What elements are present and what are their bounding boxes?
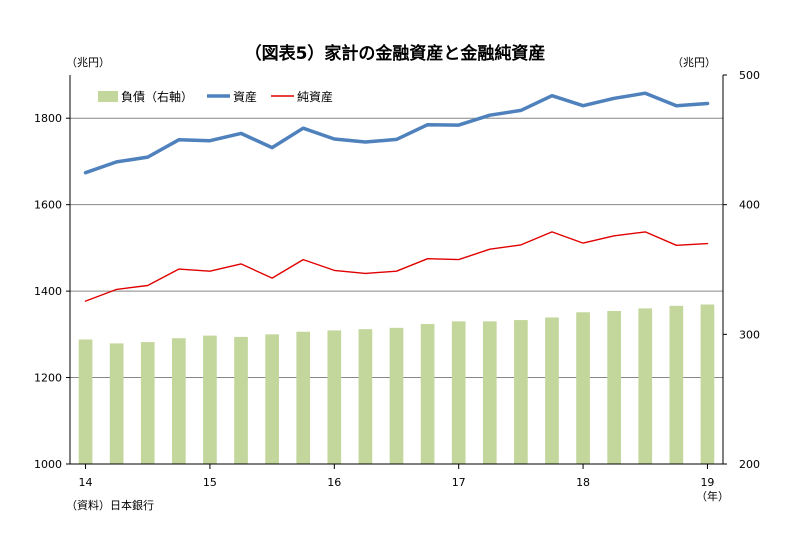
- left-tick-label: 1600: [34, 199, 62, 212]
- debt-bar: [451, 321, 466, 464]
- right-tick-label: 400: [739, 199, 760, 212]
- left-tick-label: 1200: [34, 372, 62, 385]
- debt-bar: [420, 323, 435, 464]
- debt-bar: [109, 343, 124, 464]
- x-axis-unit: （年）: [696, 489, 729, 503]
- net-assets-line: [84, 231, 709, 302]
- debt-bar: [669, 305, 684, 464]
- debt-bars: [78, 304, 715, 464]
- x-tick-label: 19: [700, 476, 714, 489]
- debt-bar: [171, 338, 186, 464]
- debt-bar: [265, 334, 279, 464]
- debt-bar: [140, 342, 155, 464]
- assets-line: [83, 91, 710, 175]
- debt-bar: [389, 327, 404, 464]
- debt-bar: [327, 330, 342, 464]
- right-tick-label: 300: [739, 328, 760, 341]
- x-tick-label: 16: [327, 476, 341, 489]
- left-axis-unit: （兆円）: [66, 56, 110, 69]
- right-axis-ticks: 200 300 400 500: [723, 69, 760, 471]
- debt-bar: [576, 312, 590, 464]
- legend-label-debt: 負債（右軸）: [121, 89, 193, 104]
- debt-bar: [545, 317, 559, 464]
- debt-bar: [700, 304, 715, 464]
- x-tick-label: 17: [452, 476, 466, 489]
- debt-bar: [234, 336, 248, 464]
- left-tick-label: 1000: [34, 458, 62, 471]
- debt-bar: [358, 329, 373, 464]
- x-tick-label: 15: [203, 476, 217, 489]
- right-tick-label: 500: [739, 69, 760, 82]
- legend: 負債（右軸） 資産 純資産: [98, 89, 333, 104]
- chart-title: （図表5）家計の金融資産と金融純資産: [245, 43, 546, 64]
- left-tick-label: 1400: [34, 285, 62, 298]
- legend-label-assets: 資産: [233, 89, 257, 104]
- left-axis-ticks: 1000 1200 1400 1600 1800: [34, 112, 70, 471]
- debt-bar: [514, 320, 528, 464]
- x-tick-label: 14: [79, 476, 93, 489]
- debt-bar: [607, 310, 622, 464]
- legend-swatch-debt: [98, 91, 118, 102]
- source-note: （資料）日本銀行: [66, 498, 154, 512]
- debt-bar: [203, 335, 217, 464]
- debt-bar: [638, 308, 653, 464]
- x-tick-label: 18: [576, 476, 590, 489]
- debt-bar: [482, 321, 497, 464]
- debt-bar: [78, 339, 93, 464]
- right-tick-label: 200: [739, 458, 760, 471]
- series-lines: [83, 91, 710, 302]
- right-axis-unit: （兆円）: [672, 56, 716, 69]
- left-tick-label: 1800: [34, 112, 62, 125]
- legend-label-net-assets: 純資産: [297, 89, 333, 104]
- x-axis-ticks: 14 15 16 17 18 19: [79, 464, 714, 489]
- debt-bar: [296, 331, 311, 464]
